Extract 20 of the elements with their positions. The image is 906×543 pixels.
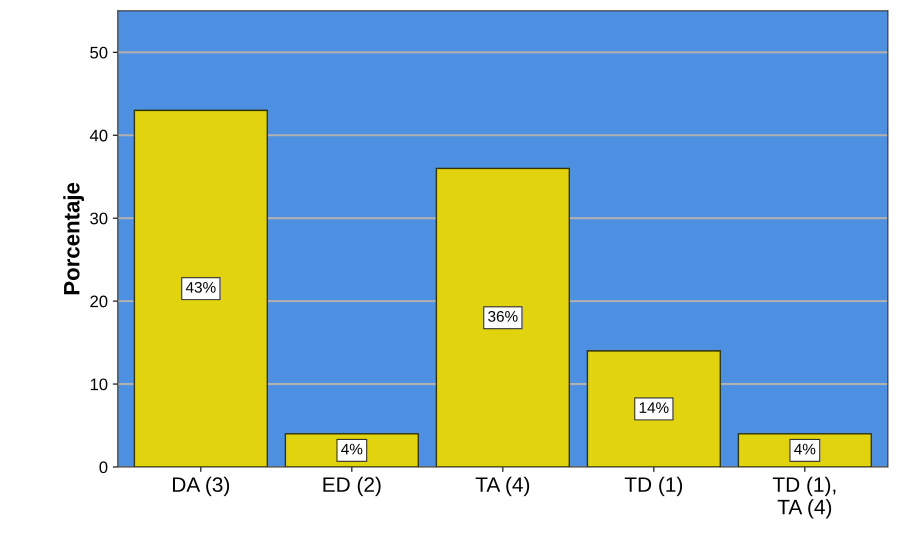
x-tick-label: TD (1), TA (4) [772, 476, 836, 519]
x-tick-label: DA (3) [173, 476, 230, 496]
x-tick-label: TD (1) [624, 476, 682, 496]
y-tick-label: 30 [90, 212, 108, 224]
y-axis-title: Porcentaje [63, 182, 84, 294]
bar [436, 168, 570, 467]
y-tick-label: 40 [90, 130, 108, 142]
y-tick-label: 50 [90, 46, 108, 59]
bar [586, 350, 721, 467]
data-label: 43% [186, 282, 216, 293]
y-tick-label: 0 [99, 461, 108, 474]
y-tick-label: 10 [90, 378, 108, 390]
x-tick-label: ED (2) [323, 476, 381, 496]
x-tick-label: TA (4) [476, 476, 530, 496]
y-tick-label: 20 [90, 296, 108, 308]
bar [134, 110, 268, 467]
data-label: 4% [794, 444, 816, 454]
data-label: 14% [640, 402, 669, 413]
data-label: 4% [341, 444, 362, 454]
data-label: 36% [488, 310, 518, 322]
